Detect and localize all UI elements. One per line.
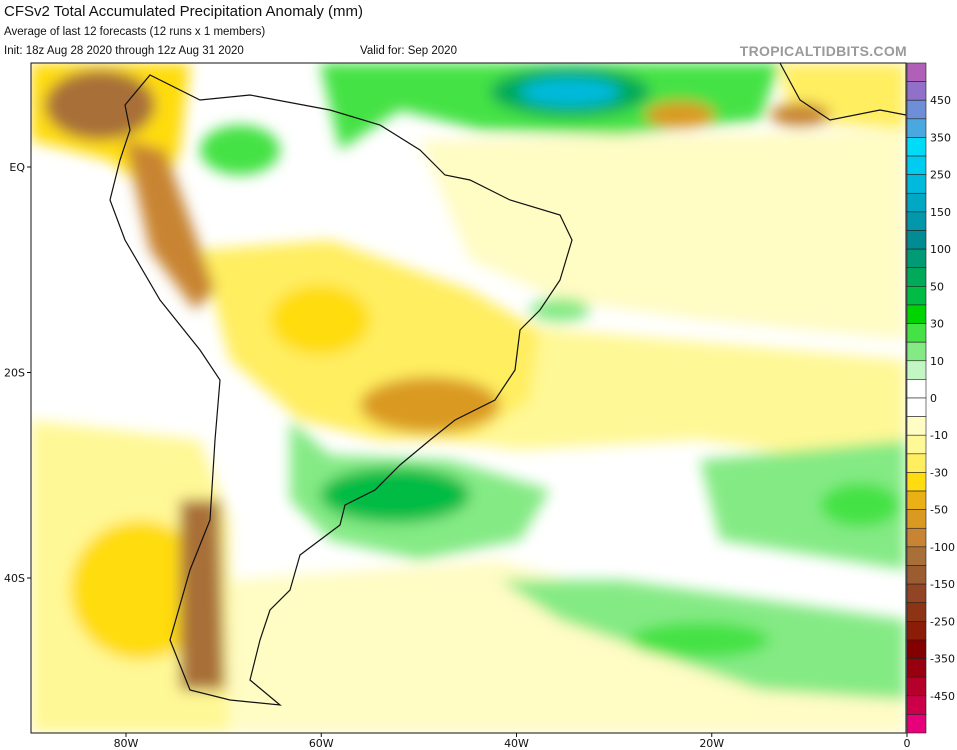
longitude-labels: 80W 60W 40W 20W 0 <box>114 733 911 750</box>
colorbar-label: 350 <box>930 131 951 144</box>
colorbar-cell <box>906 583 927 604</box>
colorbar-label: -30 <box>930 466 948 479</box>
lon-label: 20W <box>699 737 724 750</box>
colorbar-cell <box>906 286 927 306</box>
colorbar-cell <box>906 192 927 213</box>
lat-label: EQ <box>9 161 25 174</box>
lon-label: 80W <box>114 737 139 750</box>
chart-subtitle: Average of last 12 forecasts (12 runs x … <box>4 26 266 38</box>
colorbar-cell <box>906 453 927 473</box>
colorbar-cell <box>906 695 927 715</box>
lon-label: 40W <box>504 737 529 750</box>
map-frame <box>30 62 907 734</box>
colorbar-cell <box>906 527 927 548</box>
colorbar-cell <box>906 602 927 622</box>
colorbar-cell <box>906 676 927 697</box>
lon-label: 60W <box>309 737 334 750</box>
chile-dry-strip <box>180 500 225 690</box>
colorbar-cell <box>906 509 927 529</box>
colorbar-cell <box>906 118 927 138</box>
colorbar-label: -250 <box>930 615 955 628</box>
atlantic-dry-area <box>420 130 906 340</box>
colorbar-cell <box>906 81 927 101</box>
colorbar-cell <box>906 174 927 194</box>
colorbar-label: 450 <box>930 94 951 107</box>
colorbar-cell <box>906 360 927 380</box>
colorbar-cell <box>906 304 927 324</box>
brazil-dry-core <box>360 377 500 433</box>
colorbar-cell <box>906 99 927 120</box>
colorbar-cell <box>906 155 927 175</box>
colorbar-cell <box>906 546 927 566</box>
colorbar-label: 250 <box>930 169 951 182</box>
south-atlantic-dry-band <box>440 320 906 470</box>
chart-title: CFSv2 Total Accumulated Precipitation An… <box>4 3 364 20</box>
africa-dry-core <box>770 103 830 127</box>
colorbar-label: -350 <box>930 653 955 666</box>
colorbar-label: -100 <box>930 541 955 554</box>
colorbar-label: 50 <box>930 280 944 293</box>
southern-dry-area <box>230 560 906 733</box>
north-atlantic-wet-center <box>520 78 620 106</box>
lat-label: 40S <box>4 572 25 585</box>
brand-watermark: TROPICALTIDBITS.COM <box>739 43 907 59</box>
colorbar-cell <box>906 434 927 455</box>
pacific-dry-core <box>70 520 210 660</box>
colorbar-label: 150 <box>930 206 951 219</box>
mid-atlantic-wet-area <box>700 440 906 570</box>
venezuela-wet-area <box>200 125 280 175</box>
colorbar-cell <box>906 490 927 510</box>
latitude-labels: EQ 20S 40S <box>4 161 31 585</box>
colorbar-label: -10 <box>930 429 948 442</box>
colorbar-cell <box>906 639 927 659</box>
colorbar-cell <box>906 416 927 436</box>
colorbar-label: 100 <box>930 243 951 256</box>
colorbar-cell <box>906 62 927 82</box>
northwest-dry-core <box>45 70 155 140</box>
colorbar-cell <box>906 472 927 492</box>
la-plata-wet-core <box>320 467 470 523</box>
colorbar-cell <box>906 211 927 231</box>
colorbar-cell <box>906 248 927 269</box>
colorbar-cell <box>906 658 927 678</box>
colorbar-label: 10 <box>930 355 944 368</box>
colorbar-cell <box>906 137 927 157</box>
colorbar-cell <box>906 397 927 417</box>
lat-label: 20S <box>4 367 25 380</box>
brazil-coast-wet-patch <box>530 298 590 322</box>
init-time: Init: 18z Aug 28 2020 through 12z Aug 31… <box>4 45 244 57</box>
colorbar-label: -50 <box>930 504 948 517</box>
south-america-coastline <box>109 74 573 706</box>
colorbar-cell <box>906 230 927 250</box>
anomaly-field <box>31 63 906 733</box>
colorbar-cell <box>906 267 927 287</box>
colorbar-label: -450 <box>930 690 955 703</box>
mid-atlantic-wet-core <box>820 483 900 527</box>
colorbar-cell <box>906 565 927 585</box>
andes-dry-strip <box>125 140 215 310</box>
africa-coastline <box>779 62 907 121</box>
colorbar-cell <box>906 621 927 641</box>
valid-time: Valid for: Sep 2020 <box>360 45 457 57</box>
colorbar-label: 30 <box>930 318 944 331</box>
colorbar-cell <box>906 714 927 734</box>
lon-label: 0 <box>904 737 911 750</box>
colorbar-cell <box>906 341 927 362</box>
south-atlantic-wet-core <box>630 622 770 658</box>
colorbar-cell <box>906 323 927 343</box>
colorbar-label: -150 <box>930 578 955 591</box>
colorbar-label: 0 <box>930 392 937 405</box>
colorbar-cell <box>906 379 927 399</box>
tropical-atlantic-dry-patch <box>645 101 715 129</box>
central-south-america-dry-area <box>270 285 370 355</box>
colorbar: 4503502501501005030100-10-30-50-100-150-… <box>906 62 955 734</box>
